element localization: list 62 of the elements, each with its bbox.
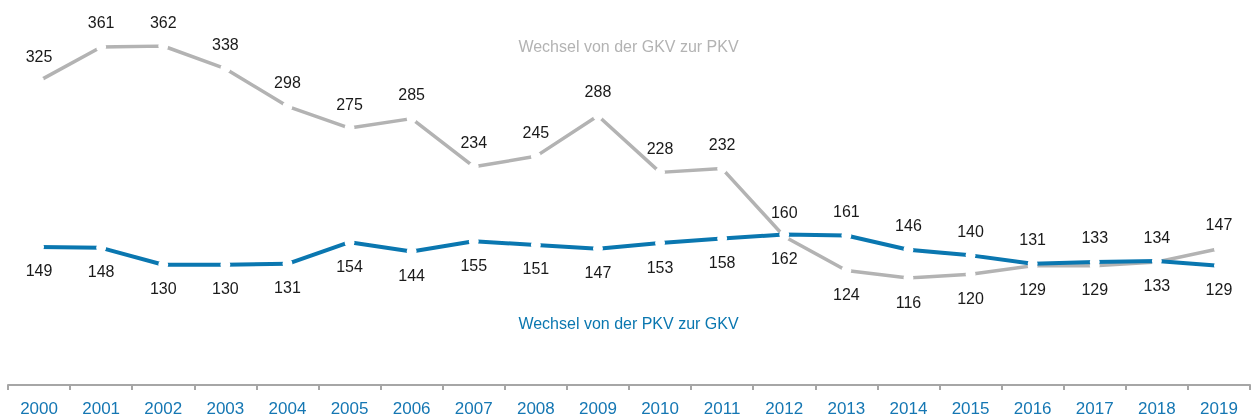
data-label: 361 bbox=[87, 14, 115, 32]
data-label: 161 bbox=[833, 203, 860, 221]
data-label: 153 bbox=[646, 258, 674, 276]
data-label: 160 bbox=[770, 204, 798, 221]
x-tick-label: 2018 bbox=[1137, 399, 1176, 418]
data-label: 362 bbox=[149, 13, 177, 31]
data-label: 131 bbox=[1019, 231, 1047, 249]
data-label: 285 bbox=[398, 86, 426, 104]
data-label: 133 bbox=[1081, 229, 1109, 247]
data-label: 124 bbox=[833, 285, 860, 303]
data-label: 129 bbox=[1081, 281, 1109, 299]
x-tick-label: 2012 bbox=[765, 399, 804, 418]
data-label: 288 bbox=[584, 83, 612, 101]
data-label: 234 bbox=[460, 134, 488, 152]
x-tick-label: 2004 bbox=[268, 399, 307, 418]
data-label: 146 bbox=[895, 217, 922, 235]
data-label: 298 bbox=[274, 73, 301, 91]
data-label: 131 bbox=[274, 279, 301, 297]
data-label: 147 bbox=[1205, 216, 1233, 234]
x-tick-label: 2011 bbox=[703, 399, 741, 418]
x-tick-label: 2001 bbox=[82, 399, 121, 418]
data-label: 120 bbox=[957, 289, 984, 307]
x-tick-label: 2015 bbox=[951, 399, 990, 418]
x-tick-label: 2017 bbox=[1075, 399, 1114, 418]
data-label: 232 bbox=[708, 136, 736, 154]
data-label: 144 bbox=[398, 267, 426, 285]
data-label: 245 bbox=[522, 123, 550, 141]
data-label: 162 bbox=[770, 250, 798, 268]
x-tick-label: 2003 bbox=[206, 399, 245, 418]
data-label: 147 bbox=[584, 264, 612, 282]
x-tick-label: 2010 bbox=[641, 399, 679, 418]
x-tick-label: 2006 bbox=[392, 399, 431, 418]
data-label: 325 bbox=[25, 48, 53, 66]
x-tick-label: 2014 bbox=[889, 399, 928, 418]
data-label: 155 bbox=[460, 256, 488, 274]
data-label: 133 bbox=[1143, 277, 1171, 295]
text: Wechsel von der PKV zur GKV bbox=[518, 314, 739, 332]
data-label: 140 bbox=[957, 222, 984, 240]
data-label: 338 bbox=[212, 36, 239, 54]
x-tick-label: 2019 bbox=[1200, 399, 1238, 418]
data-label: 130 bbox=[149, 280, 177, 298]
data-label: 158 bbox=[708, 253, 736, 271]
data-label: 134 bbox=[1143, 228, 1171, 246]
data-label: 130 bbox=[212, 280, 239, 298]
data-label: 149 bbox=[25, 262, 53, 280]
x-tick-label: 2007 bbox=[454, 399, 493, 418]
data-label: 116 bbox=[895, 293, 922, 311]
data-label: 228 bbox=[646, 139, 674, 157]
x-tick-label: 2009 bbox=[579, 399, 617, 418]
data-label: 129 bbox=[1205, 281, 1233, 299]
data-label: 154 bbox=[336, 257, 363, 275]
data-label: 275 bbox=[336, 95, 363, 113]
x-tick-label: 2002 bbox=[144, 399, 183, 418]
x-tick-label: 2008 bbox=[516, 399, 555, 418]
data-label: 148 bbox=[87, 263, 115, 281]
data-label: 129 bbox=[1019, 281, 1047, 299]
x-tick-label: 2000 bbox=[20, 399, 58, 418]
text: Wechsel von der GKV zur PKV bbox=[518, 37, 739, 55]
x-tick-label: 2005 bbox=[330, 399, 369, 418]
x-tick-label: 2013 bbox=[827, 399, 866, 418]
x-tick-label: 2016 bbox=[1013, 399, 1052, 418]
data-label: 151 bbox=[522, 260, 550, 278]
